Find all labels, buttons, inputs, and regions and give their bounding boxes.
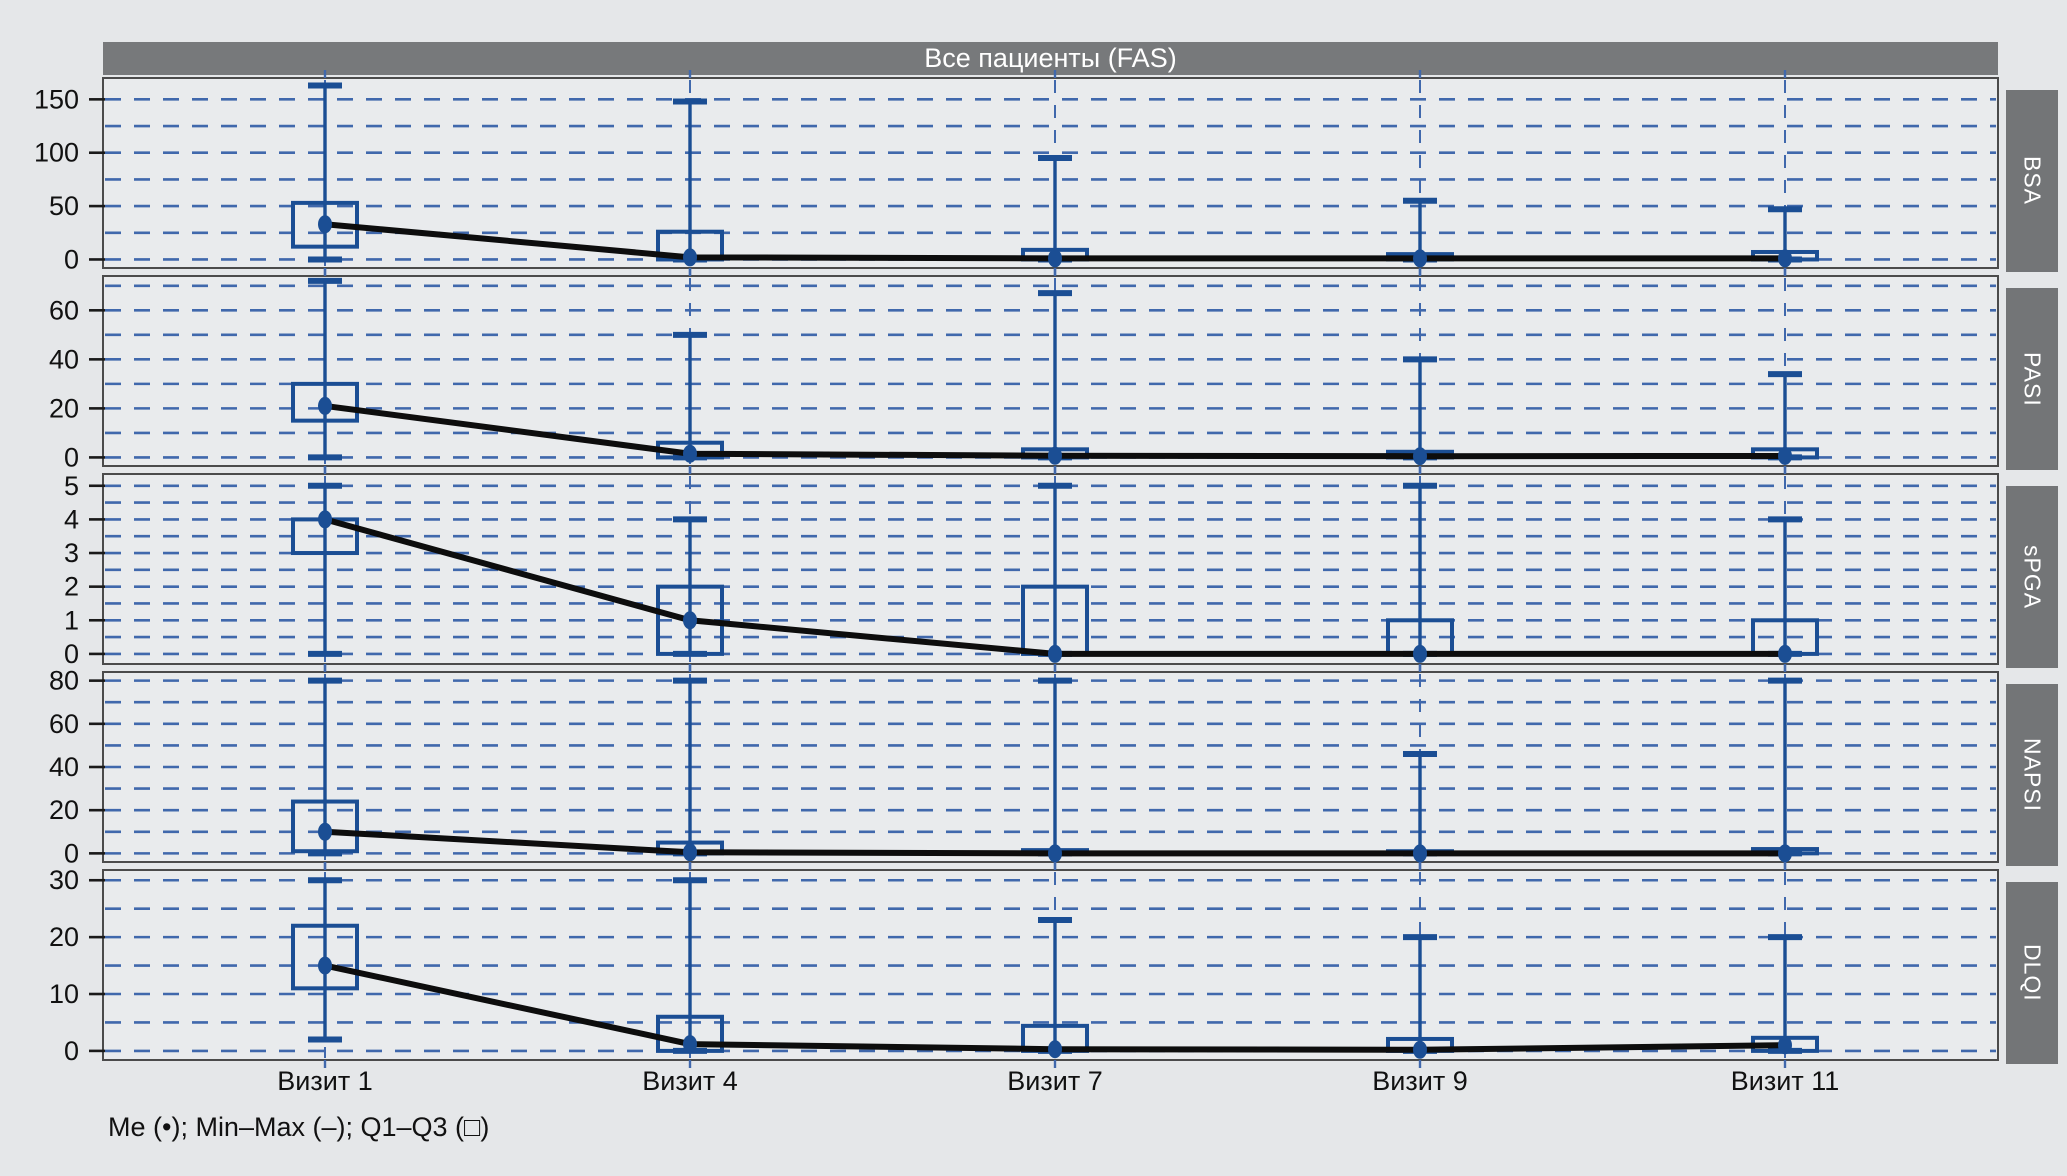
panel-strip-pasi: PASI [2006, 288, 2058, 470]
median-dot [683, 843, 697, 862]
y-tick-label: 0 [64, 838, 79, 868]
median-dot [318, 510, 332, 529]
y-tick-label: 0 [64, 1036, 79, 1066]
y-tick-label: 20 [49, 393, 79, 423]
panel-frame [102, 275, 1999, 467]
panel-napsi: 0 20 40 60 80 [49, 664, 1999, 870]
y-tick-label: 5 [64, 471, 79, 501]
box-plot-visit-1 [291, 877, 359, 1043]
y-tick-label: 60 [49, 709, 79, 739]
median-dot [1048, 1040, 1062, 1059]
x-axis-label: Визит 7 [1007, 1066, 1103, 1096]
iqr-box [291, 799, 359, 854]
median-dot [1778, 249, 1792, 268]
iqr-box [291, 381, 359, 423]
median-dot [1413, 447, 1427, 466]
median-dot [318, 822, 332, 841]
median-dot [683, 248, 697, 267]
y-tick-label: 40 [49, 752, 79, 782]
x-axis-label: Визит 4 [642, 1066, 738, 1096]
box-plot-visit-2 [656, 516, 724, 657]
y-tick-label: 40 [49, 344, 79, 374]
median-dot [683, 611, 697, 630]
y-tick-label: 30 [49, 865, 79, 895]
panel-strip-label: BSA [2019, 156, 2046, 206]
panel-strip-napsi: NAPSI [2006, 684, 2058, 866]
panel-bsa: 0 50 100 150 [34, 70, 1999, 276]
y-tick-label: 20 [49, 922, 79, 952]
y-tick-label: 20 [49, 795, 79, 825]
y-tick-label: 3 [64, 538, 79, 568]
x-axis-label: Визит 11 [1730, 1066, 1840, 1096]
median-dot [1778, 844, 1792, 863]
y-tick-label: 50 [49, 191, 79, 221]
y-tick-label: 60 [49, 295, 79, 325]
y-tick-label: 0 [64, 442, 79, 472]
figure-title: Все пациенты (FAS) [924, 43, 1177, 73]
panel-pasi: 0 20 40 60 [49, 268, 1999, 474]
panel-strip-label: NAPSI [2019, 737, 2046, 813]
y-tick-label: 4 [64, 504, 79, 534]
y-tick-label: 150 [34, 84, 79, 114]
y-tick-label: 100 [34, 138, 79, 168]
median-dot [1048, 644, 1062, 663]
y-tick-label: 0 [64, 639, 79, 669]
median-dot [683, 1035, 697, 1054]
box-plot-visit-1 [291, 277, 359, 461]
median-dot [318, 956, 332, 975]
panel-strip-bsa: BSA [2006, 90, 2058, 272]
median-dot [1048, 249, 1062, 268]
panel-strip-label: DLQI [2019, 944, 2046, 1002]
median-dot [318, 396, 332, 415]
median-dot [1413, 1040, 1427, 1059]
median-dot [1778, 644, 1792, 663]
median-dot [683, 444, 697, 463]
y-tick-label: 1 [64, 605, 79, 635]
y-tick-label: 2 [64, 572, 79, 602]
figure-title-bar: Все пациенты (FAS) [103, 42, 1998, 75]
legend: Me (•); Min–Max (–); Q1–Q3 (□) [108, 1112, 490, 1142]
panel-dlqi: 0 10 20 30 [49, 862, 1999, 1068]
panel-spga: 0 12 3 45 [64, 466, 1999, 672]
y-tick-label: 80 [49, 666, 79, 696]
median-dot [1413, 644, 1427, 663]
x-axis-label: Визит 9 [1372, 1066, 1468, 1096]
median-dot [1413, 249, 1427, 268]
median-dot [318, 215, 332, 234]
median-dot [1413, 844, 1427, 863]
median-dot [1778, 446, 1792, 465]
panel-strip-label: PASI [2019, 351, 2046, 407]
panel-strip-spga: sPGA [2006, 486, 2058, 668]
median-dot [1048, 446, 1062, 465]
y-tick-label: 0 [64, 244, 79, 274]
median-dot [1778, 1036, 1792, 1055]
x-axis-label: Визит 1 [277, 1066, 373, 1096]
panel-strip-dlqi: DLQI [2006, 882, 2058, 1064]
panel-strip-label: sPGA [2019, 544, 2046, 610]
median-dot [1048, 844, 1062, 863]
panel-frame [102, 77, 1999, 269]
iqr-box [291, 923, 359, 991]
y-tick-label: 10 [49, 979, 79, 1009]
